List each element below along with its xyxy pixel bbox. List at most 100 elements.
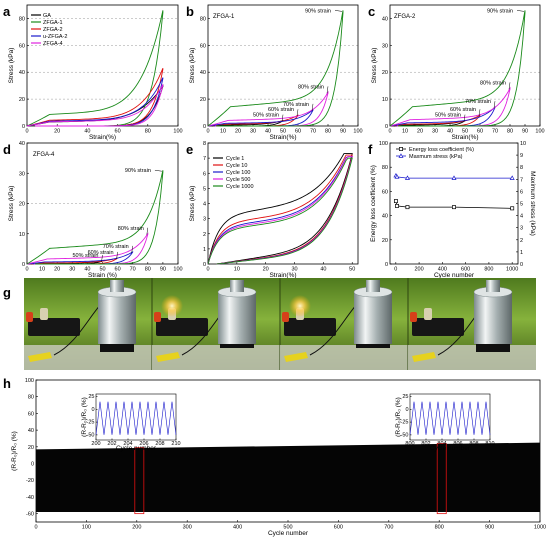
inset-y-tick-label: -50 [401,432,409,438]
annotation-50: 50% strain [253,113,279,119]
inset-signal [409,401,491,435]
inset-frame [95,393,177,441]
x-tick-label: 90 [340,129,346,135]
point-marker [509,175,515,180]
y-axis-title: (R-R₀)/R₀ (%) [11,431,18,471]
annotation-50: 50% strain [73,253,99,259]
y-right-tick-label: 5 [520,202,523,208]
x-tick-label: 50 [462,129,468,135]
y-tick-label: 6 [203,171,206,177]
inset-y-tick-label: 25 [402,394,408,400]
annotation-arrow [493,101,496,109]
x-tick-label: 100 [173,129,182,135]
annotation-arrow [116,251,118,259]
y-right-axis-title: Maximum stress (kPa) [529,171,536,236]
panel-letter-f: f [368,142,373,157]
y-tick-label: -20 [26,478,34,484]
y-tick-label: 60 [200,43,206,49]
inset-frame [409,393,491,441]
y-right-tick-label: 3 [520,226,523,232]
y-axis-title: Stress (kPa) [189,186,196,222]
y-tick-label: -40 [26,495,34,501]
y-tick-label: 1 [203,247,206,253]
chart-e: 0 10 20 30 40 50 0 1 2 3 4 5 6 7 8 Strain(%) Stress (kPa… [189,141,359,279]
panel-letter-h: h [3,376,11,391]
chart-a: 0 20 40 60 80 100 0 20 40 60 80 Strain(%) Stress (kP… [8,4,183,141]
x-tick-label: 100 [535,129,544,135]
inset-y-axis-title: (R-R₀)/R₀ (%) [81,397,88,437]
x-tick-label: 800 [484,267,493,273]
y-axis-title: Stress (kPa) [8,48,15,84]
y-axis-title: Stress (kPa) [371,48,378,84]
annotation-arrow [311,103,314,111]
y-tick-label: 10 [19,232,25,238]
inset-y-tick-label: -50 [87,432,95,438]
inset-y-tick-label: -25 [87,420,95,426]
red-clip [26,312,33,322]
annotation-arrow [101,254,103,263]
x-tick-label: 100 [353,129,362,135]
x-tick-label: 80 [145,129,151,135]
y-tick-label: 20 [19,97,25,103]
point-marker [452,205,456,210]
y-tick-label: 80 [19,16,25,22]
x-tick-label: 20 [417,129,423,135]
annotation-70: 70% strain [465,99,491,105]
inset-x-tick-label: 808 [469,441,478,447]
weight-handle [486,280,500,292]
photo-frame-2 [151,278,280,370]
inset-x-tick-label: 810 [485,441,494,447]
y-right-tick-label: 1 [520,250,523,256]
series-line-Cycle 1 [207,153,353,265]
annotation-arrow [131,245,133,253]
x-tick-label: 70 [492,129,498,135]
x-tick-label: 300 [183,525,192,531]
y-tick-label: 40 [19,141,25,147]
x-tick-label: 40 [84,129,90,135]
legend-label: Cycle 1000 [226,184,254,190]
point-marker [510,206,515,211]
x-tick-label: 100 [173,267,182,273]
legend-label: u-ZFGA-2 [43,34,67,40]
x-tick-label: 600 [461,267,470,273]
point-marker [405,205,410,210]
yellow-clip [412,352,436,362]
annotation-60: 60% strain [88,250,114,256]
y-tick-label: 60 [382,189,388,195]
x-tick-label: 80 [507,129,513,135]
inset-y-tick-label: -25 [401,420,409,426]
x-axis-title: Cycle number [434,272,475,279]
annotation-arrow [326,86,329,94]
panel-c-title: ZFGA-2 [394,14,416,20]
y-tick-label: 5 [203,186,206,192]
weight-handle [366,280,380,292]
annotation-90: 90% strain [305,8,331,14]
lamp-bulb [40,308,48,320]
y-right-tick-label: 2 [520,238,523,244]
series-line-90% strain [26,170,164,265]
panel-letter-b: b [186,4,194,19]
y-tick-label: 8 [203,141,206,147]
inset-x-axis-title: Cycle number [116,445,157,452]
panel-letter-e: e [186,142,193,157]
legend-label: GA [43,13,51,19]
x-tick-label: 500 [283,525,292,531]
annotation-50: 50% strain [435,113,461,119]
x-tick-label: 10 [402,129,408,135]
point-marker [394,174,400,179]
annotation-arrow [516,10,525,12]
inset-x-tick-label: 206 [139,441,148,447]
y-tick-label: 20 [382,70,388,76]
inset-signal [95,401,177,435]
x-tick-label: 600 [334,525,343,531]
y-tick-label: 100 [25,378,34,384]
y-tick-label: 30 [19,171,25,177]
battery-holder [412,318,464,336]
red-clip [282,312,289,322]
signal-band [36,442,540,512]
x-tick-label: 10 [220,129,226,135]
y-tick-label: 80 [28,395,34,401]
x-tick-label: 0 [206,267,209,273]
